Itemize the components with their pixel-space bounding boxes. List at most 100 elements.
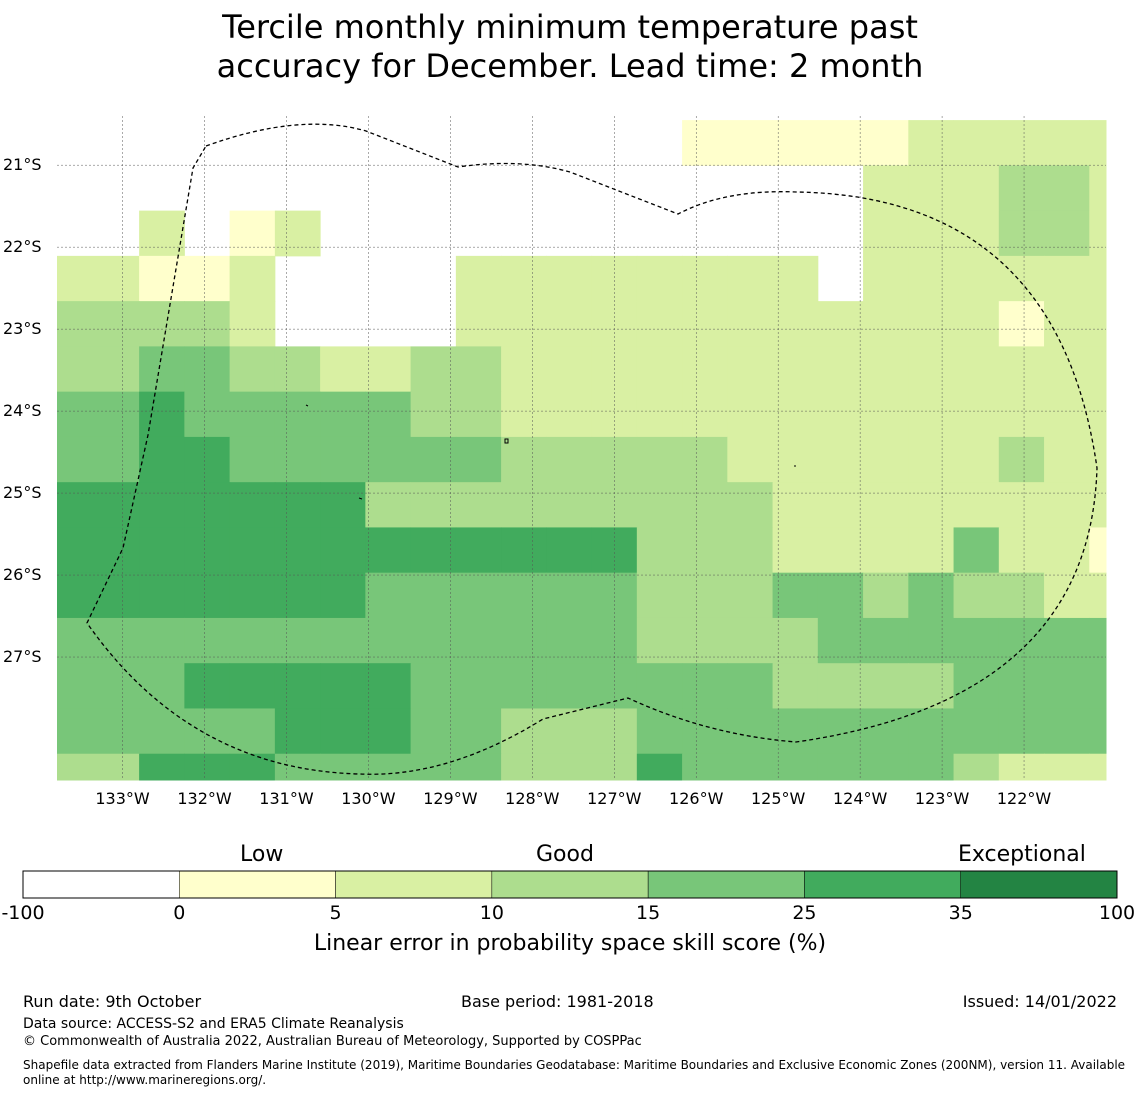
grid-cell — [817, 391, 864, 438]
grid-cell — [817, 482, 864, 528]
grid-cell — [546, 482, 593, 528]
grid-cell — [636, 301, 683, 347]
grid-cell — [365, 436, 412, 483]
colorbar-category-low: Low — [240, 842, 284, 867]
grid-cell — [908, 301, 955, 347]
longitude-label: 130°W — [341, 789, 396, 808]
grid-cell — [863, 527, 909, 574]
grid-cell — [953, 391, 1000, 438]
colorbar-category-good: Good — [536, 842, 594, 867]
grid-cell — [863, 617, 909, 664]
grid-cell — [1089, 663, 1107, 709]
grid-cell — [908, 391, 955, 438]
skill-grid — [57, 120, 1107, 781]
grid-cell — [229, 753, 276, 781]
data-source: Data source: ACCESS-S2 and ERA5 Climate … — [23, 1016, 404, 1032]
grid-cell — [184, 255, 231, 302]
grid-cell — [139, 527, 185, 574]
grid-cell — [365, 572, 412, 619]
grid-cell — [1044, 572, 1090, 619]
grid-cell — [139, 391, 185, 438]
grid-cell — [772, 617, 819, 664]
grid-cell — [998, 346, 1045, 393]
grid-cell — [410, 436, 457, 483]
grid-cell — [365, 527, 412, 574]
grid-cell — [455, 436, 502, 483]
grid-cell — [501, 527, 547, 574]
grid-cell — [546, 527, 593, 574]
grid-cell — [953, 753, 1000, 781]
grid-cell — [636, 708, 683, 755]
longitude-label: 133°W — [95, 789, 150, 808]
chart-title-line2: accuracy for December. Lead time: 2 mont… — [216, 47, 924, 85]
grid-cell — [1044, 301, 1090, 347]
grid-cell — [953, 527, 1000, 574]
longitude-label: 132°W — [177, 789, 232, 808]
grid-cell — [455, 663, 502, 709]
grid-cell — [863, 391, 909, 438]
grid-cell — [57, 391, 140, 438]
grid-cell — [501, 753, 547, 781]
grid-cell — [772, 436, 819, 483]
grid-cell — [1044, 753, 1090, 781]
grid-cell — [274, 708, 321, 755]
colorbar-tick-label: -100 — [1, 902, 45, 924]
grid-cell — [727, 708, 774, 755]
grid-cell — [320, 346, 366, 393]
grid-cell — [410, 527, 457, 574]
grid-cell — [1089, 482, 1107, 528]
grid-cell — [320, 391, 366, 438]
grid-cell — [320, 572, 366, 619]
grid-cell — [365, 663, 412, 709]
grid-cell — [953, 572, 1000, 619]
grid-cell — [636, 255, 683, 302]
grid-cell — [908, 527, 955, 574]
grid-cell — [139, 663, 185, 709]
grid-cell — [727, 663, 774, 709]
colorbar-tick-label: 25 — [792, 902, 817, 924]
grid-cell — [863, 663, 909, 709]
grid-cell — [1089, 255, 1107, 302]
grid-cell — [727, 482, 774, 528]
grid-cell — [501, 301, 547, 347]
grid-cell — [998, 391, 1045, 438]
grid-cell — [908, 255, 955, 302]
colorbar-tick-label: 5 — [329, 902, 342, 924]
grid-cell — [320, 617, 366, 664]
grid-cell — [1044, 527, 1090, 574]
grid-cell — [998, 301, 1045, 347]
grid-cell — [953, 346, 1000, 393]
latitude-label: 25°S — [3, 483, 42, 503]
grid-cell — [184, 301, 231, 347]
grid-cell — [320, 482, 366, 528]
grid-cell — [1044, 120, 1090, 166]
grid-cell — [953, 436, 1000, 483]
grid-cell — [320, 753, 366, 781]
grid-cell — [365, 708, 412, 755]
grid-cell — [636, 346, 683, 393]
grid-cell — [501, 708, 547, 755]
grid-cell — [908, 663, 955, 709]
grid-cell — [727, 617, 774, 664]
grid-cell — [455, 753, 502, 781]
grid-cell — [455, 708, 502, 755]
grid-cell — [455, 527, 502, 574]
longitude-label: 129°W — [423, 789, 478, 808]
grid-cell — [863, 708, 909, 755]
grid-cell — [817, 617, 864, 664]
grid-cell — [184, 617, 231, 664]
grid-cell — [863, 301, 909, 347]
grid-cell — [139, 255, 185, 302]
grid-cell — [1089, 346, 1107, 393]
grid-cell — [863, 346, 909, 393]
grid-cell — [57, 572, 140, 619]
grid-cell — [1089, 572, 1107, 619]
grid-cell — [772, 527, 819, 574]
longitude-label: 125°W — [751, 789, 806, 808]
island-markers — [305, 404, 796, 500]
grid-cell — [817, 663, 864, 709]
grid-cell — [908, 165, 955, 212]
grid-cell — [365, 482, 412, 528]
grid-cell — [682, 572, 728, 619]
grid-cell — [184, 663, 231, 709]
